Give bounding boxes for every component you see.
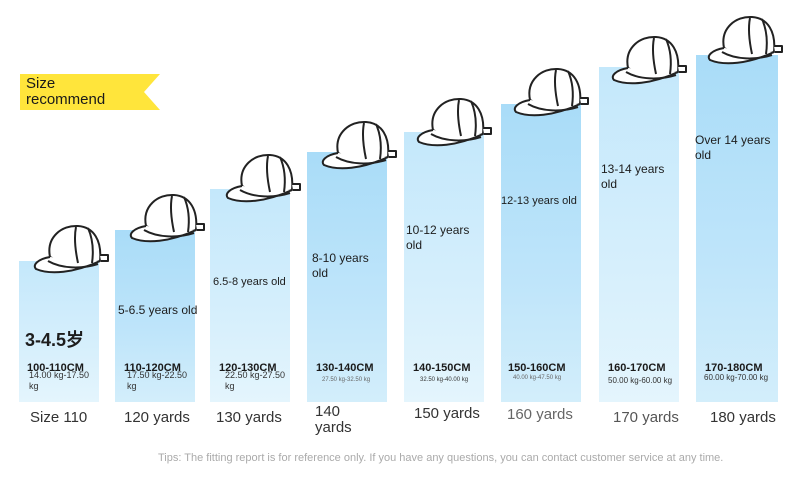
age-label: 3-4.5岁 bbox=[25, 330, 85, 350]
weight-label: 32.50 kg-40.00 kg bbox=[420, 377, 469, 383]
cap-icon bbox=[321, 120, 397, 170]
cap-icon bbox=[416, 97, 492, 147]
size-label: 130 yards bbox=[216, 409, 282, 426]
size-column-7 bbox=[599, 67, 679, 402]
size-column-5 bbox=[404, 132, 484, 402]
size-column-3 bbox=[210, 189, 290, 402]
size-label: 170 yards bbox=[613, 409, 679, 426]
size-recommend-badge: Size recommend bbox=[20, 74, 160, 110]
size-column-1 bbox=[19, 261, 99, 402]
weight-label: 60.00 kg-70.00 kg bbox=[704, 373, 769, 382]
weight-label: 22.50 kg-27.50 kg bbox=[225, 370, 286, 391]
size-column-8 bbox=[696, 55, 778, 402]
size-label: 120 yards bbox=[124, 409, 190, 426]
size-column-4 bbox=[307, 152, 387, 402]
size-label: Size 110 bbox=[30, 409, 88, 426]
weight-label: 17.50 kg-22.50 kg bbox=[127, 370, 188, 391]
age-label: 6.5-8 years old bbox=[213, 276, 286, 288]
cap-icon bbox=[611, 35, 687, 85]
badge-flag-shape bbox=[20, 74, 160, 110]
size-label: 150 yards bbox=[414, 405, 480, 422]
weight-label: 14.00 kg-17.50 kg bbox=[29, 370, 90, 391]
height-label: 160-170CM bbox=[608, 362, 666, 374]
badge-label: Size recommend bbox=[26, 76, 105, 108]
size-label: 160 yards bbox=[507, 406, 573, 423]
height-label: 140-150CM bbox=[413, 362, 471, 374]
age-label: 13-14 years old bbox=[601, 162, 665, 191]
size-column-6 bbox=[501, 104, 581, 402]
size-label: 180 yards bbox=[710, 409, 776, 426]
cap-icon bbox=[33, 224, 109, 274]
age-label: 5-6.5 years old bbox=[118, 303, 198, 317]
age-label: 8-10 years old bbox=[312, 251, 369, 280]
weight-label: 50.00 kg-60.00 kg bbox=[608, 376, 673, 385]
cap-icon bbox=[513, 67, 589, 117]
height-label: 100-110CM bbox=[27, 362, 84, 374]
age-label: 10-12 years old bbox=[406, 223, 470, 252]
height-label: 170-180CM bbox=[705, 362, 763, 374]
badge-line-2: recommend bbox=[26, 91, 106, 108]
age-label: Over 14 years old bbox=[695, 133, 771, 162]
weight-label: 40.00 kg-47.50 kg bbox=[513, 375, 562, 381]
cap-icon bbox=[129, 193, 205, 243]
age-label: 12-13 years old bbox=[501, 195, 577, 207]
height-label: 110-120CM bbox=[124, 362, 181, 374]
cap-icon bbox=[225, 153, 301, 203]
fitting-tip: Tips: The fitting report is for referenc… bbox=[158, 452, 724, 464]
height-label: 150-160CM bbox=[508, 362, 566, 374]
size-column-2 bbox=[115, 230, 195, 402]
badge-line-1: Size bbox=[26, 75, 56, 92]
cap-icon bbox=[707, 15, 783, 65]
size-label: 140 yards bbox=[315, 403, 352, 436]
height-label: 120-130CM bbox=[219, 362, 277, 374]
weight-label: 27.50 kg-32.50 kg bbox=[322, 377, 371, 383]
height-label: 130-140CM bbox=[316, 362, 374, 374]
